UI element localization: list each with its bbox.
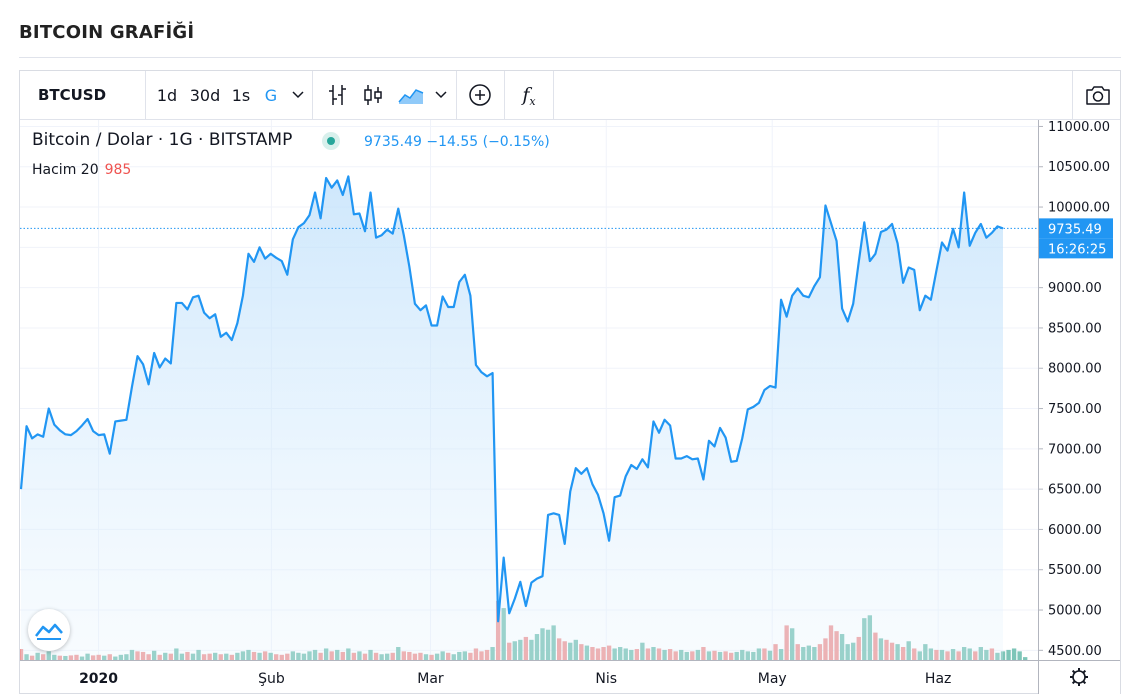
compare-button[interactable] (462, 71, 498, 119)
price-scale-label: 6000.00 (1048, 523, 1102, 538)
volume-bar (1023, 657, 1028, 660)
price-line[interactable] (20, 175, 1004, 623)
time-axis-label: Şub (258, 671, 285, 687)
toolbar-divider (145, 71, 146, 119)
tradingview-logo-button[interactable] (28, 609, 70, 651)
volume-bar (1006, 649, 1011, 660)
price-scale-label: 6500.00 (1048, 483, 1102, 498)
page-title: BITCOIN GRAFİĞİ (19, 22, 195, 43)
price-scale-label: 10500.00 (1048, 160, 1110, 175)
screenshot-button[interactable] (1076, 71, 1120, 119)
symbol-search-button[interactable]: BTCUSD (37, 86, 107, 104)
last-price-badge (1039, 218, 1113, 239)
price-scale-label: 10000.00 (1048, 201, 1110, 216)
candle-chart-button[interactable] (356, 71, 390, 119)
interval-dropdown-button[interactable] (288, 71, 308, 119)
volume-legend: Hacim 20 985 (32, 162, 131, 178)
area-chart-icon (398, 89, 424, 104)
price-scale-label: 7500.00 (1048, 402, 1102, 417)
area-chart-button[interactable] (394, 71, 428, 119)
price-scale-label: 11000.00 (1048, 120, 1110, 135)
interval-30d-button[interactable]: 30d (189, 85, 221, 105)
chart-type-dropdown-button[interactable] (430, 71, 452, 119)
settings-gear-tooth (1082, 680, 1087, 685)
volume-bar (1017, 651, 1022, 660)
bar-chart-icon (329, 85, 346, 105)
price-scale-label: 9000.00 (1048, 281, 1102, 296)
price-scale-label: 8000.00 (1048, 362, 1102, 377)
market-status-icon[interactable] (322, 132, 340, 150)
settings-gear-tooth (1071, 669, 1076, 674)
volume-value: 985 (104, 162, 132, 178)
settings-gear-tooth (1071, 680, 1076, 685)
interval-1d-button[interactable]: 1d (156, 85, 178, 105)
price-area (21, 176, 1003, 661)
candlestick-icon (364, 85, 382, 105)
settings-gear-tooth (1082, 669, 1087, 674)
chart-toolbar: BTCUSD 1d 30d 1s G (20, 71, 1120, 120)
time-axis-label: Haz (925, 671, 951, 687)
toolbar-divider (312, 71, 313, 119)
price-scale-label: 5500.00 (1048, 563, 1102, 578)
price-scale-label: 4500.00 (1048, 644, 1102, 659)
price-scale[interactable] (1038, 120, 1120, 694)
volume-label: Hacim 20 (32, 162, 99, 178)
chart-legend-values: 9735.49 −14.55 (−0.15%) (364, 134, 550, 150)
chevron-down-icon (292, 91, 304, 99)
countdown-badge (1039, 238, 1113, 259)
price-scale-label: 5000.00 (1048, 604, 1102, 619)
fx-label: f (522, 84, 530, 106)
time-axis-label: Mar (417, 671, 444, 687)
price-scale-label: 8500.00 (1048, 321, 1102, 336)
chart-legend-title: Bitcoin / Dolar · 1G · BITSTAMP (32, 130, 293, 150)
time-axis-label: May (758, 671, 787, 687)
price-scale-label: 7000.00 (1048, 442, 1102, 457)
volume-bar (1011, 648, 1017, 660)
title-divider (19, 57, 1121, 58)
interval-1s-button[interactable]: 1s (231, 85, 251, 105)
toolbar-divider (1072, 71, 1073, 119)
fx-subscript: x (529, 94, 536, 108)
last-price-label: 9735.49 (1048, 222, 1102, 237)
toolbar-divider (456, 71, 457, 119)
toolbar-divider (553, 71, 554, 119)
time-axis-label: Nis (595, 671, 617, 687)
toolbar-divider (504, 71, 505, 119)
chevron-down-icon (435, 91, 447, 99)
chart-widget: BTCUSD 1d 30d 1s G (19, 70, 1121, 694)
bar-chart-button[interactable] (320, 71, 354, 119)
time-axis-label: 2020 (79, 671, 118, 687)
camera-icon (1086, 86, 1110, 105)
add-compare-icon (469, 84, 491, 106)
interval-g-button[interactable]: G (264, 85, 278, 105)
price-chart[interactable]: 11000.0010500.0010000.009500.009000.0085… (20, 120, 1120, 694)
tradingview-logo-icon (35, 623, 63, 640)
countdown-label: 16:26:25 (1048, 242, 1106, 257)
